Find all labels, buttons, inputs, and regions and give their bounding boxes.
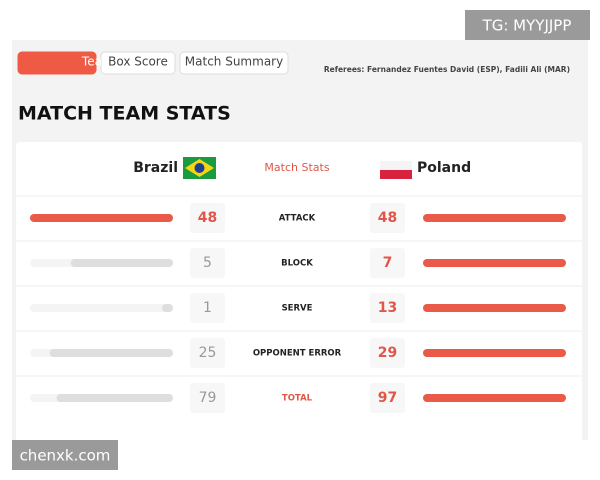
bar bbox=[423, 214, 566, 222]
bar bbox=[423, 349, 566, 357]
watermark: chenxk.com bbox=[20, 447, 111, 465]
away-value: 48 bbox=[378, 210, 397, 226]
bar-track bbox=[30, 304, 173, 312]
column-header: Match Stats bbox=[264, 161, 329, 174]
value-box bbox=[370, 248, 405, 278]
tab-label[interactable]: Box Score bbox=[108, 55, 168, 69]
bar bbox=[423, 304, 566, 312]
home-value: 48 bbox=[198, 210, 217, 226]
value-box bbox=[190, 383, 225, 413]
bar bbox=[70, 259, 173, 267]
value-box bbox=[370, 293, 405, 323]
page-title: MATCH TEAM STATS bbox=[18, 103, 231, 125]
tab[interactable] bbox=[179, 51, 289, 75]
value-box bbox=[190, 248, 225, 278]
home-value: 5 bbox=[203, 255, 212, 271]
stat-label: ATTACK bbox=[279, 214, 316, 224]
watermark-box bbox=[12, 440, 118, 470]
stat-label: BLOCK bbox=[281, 259, 313, 269]
value-box bbox=[190, 203, 225, 233]
away-value: 13 bbox=[378, 300, 397, 316]
value-box bbox=[370, 338, 405, 368]
stat-label: SERVE bbox=[282, 304, 313, 314]
away-value: 29 bbox=[378, 345, 397, 361]
value-box bbox=[370, 203, 405, 233]
team-name: Poland bbox=[417, 160, 471, 176]
bar bbox=[162, 304, 173, 312]
home-value: 25 bbox=[199, 345, 217, 361]
bar bbox=[56, 394, 173, 402]
stat-label: TOTAL bbox=[282, 394, 313, 404]
team-name: Brazil bbox=[133, 160, 178, 176]
bar bbox=[49, 349, 173, 357]
tab[interactable] bbox=[17, 51, 97, 75]
value-box bbox=[370, 383, 405, 413]
home-value: 1 bbox=[203, 300, 212, 316]
value-box bbox=[190, 293, 225, 323]
watermark-box bbox=[465, 10, 590, 40]
poland-flag bbox=[380, 161, 412, 179]
brazil-flag bbox=[183, 157, 216, 179]
referees: Referees: Fernandez Fuentes David (ESP),… bbox=[324, 65, 570, 74]
watermark: TG: MYYJJPP bbox=[482, 17, 572, 35]
value-box bbox=[190, 338, 225, 368]
tab-label[interactable]: Match Summary bbox=[185, 55, 283, 69]
away-value: 7 bbox=[383, 255, 393, 271]
tab-label[interactable]: Team Stats bbox=[81, 55, 148, 69]
bar bbox=[30, 214, 173, 222]
away-value: 97 bbox=[378, 390, 397, 406]
stat-label: OPPONENT ERROR bbox=[253, 349, 342, 359]
tab[interactable] bbox=[100, 51, 176, 75]
bar bbox=[423, 394, 566, 402]
home-value: 79 bbox=[199, 390, 217, 406]
bar bbox=[423, 259, 566, 267]
